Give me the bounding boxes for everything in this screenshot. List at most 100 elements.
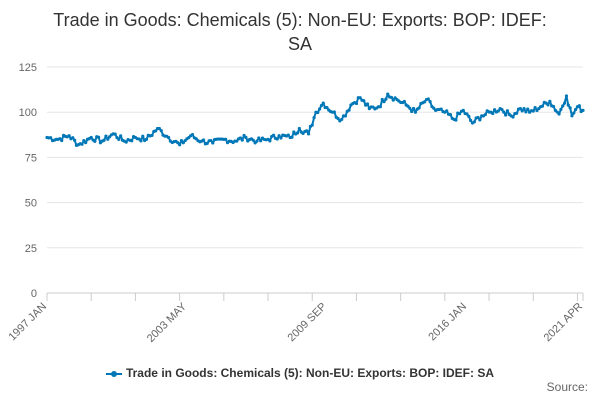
data-point[interactable] bbox=[520, 109, 524, 113]
data-point[interactable] bbox=[117, 137, 121, 142]
data-point[interactable] bbox=[89, 135, 93, 140]
data-point[interactable] bbox=[572, 111, 576, 115]
data-point[interactable] bbox=[96, 135, 101, 139]
data-point[interactable] bbox=[551, 104, 556, 109]
data-point[interactable] bbox=[271, 133, 276, 137]
data-point[interactable] bbox=[157, 126, 161, 131]
data-point[interactable] bbox=[386, 92, 390, 96]
data-point[interactable] bbox=[159, 129, 163, 133]
data-point[interactable] bbox=[439, 107, 443, 111]
data-point[interactable] bbox=[113, 132, 117, 136]
data-point[interactable] bbox=[290, 135, 294, 139]
data-point[interactable] bbox=[568, 106, 572, 110]
data-point[interactable] bbox=[181, 141, 185, 145]
data-point[interactable] bbox=[391, 98, 395, 102]
data-point[interactable] bbox=[476, 115, 480, 120]
data-point[interactable] bbox=[380, 97, 384, 102]
data-point[interactable] bbox=[457, 112, 462, 116]
data-point[interactable] bbox=[178, 143, 182, 147]
data-point[interactable] bbox=[259, 139, 263, 143]
data-point[interactable] bbox=[406, 104, 410, 108]
data-point[interactable] bbox=[124, 140, 128, 144]
data-point[interactable] bbox=[286, 133, 290, 137]
data-point[interactable] bbox=[166, 135, 171, 140]
data-point[interactable] bbox=[467, 114, 471, 118]
data-point[interactable] bbox=[67, 134, 71, 138]
data-point[interactable] bbox=[483, 112, 487, 117]
data-point[interactable] bbox=[478, 118, 482, 122]
data-point[interactable] bbox=[465, 112, 469, 116]
data-point[interactable] bbox=[305, 129, 309, 133]
data-point[interactable] bbox=[524, 110, 528, 114]
data-point[interactable] bbox=[491, 111, 495, 116]
data-point[interactable] bbox=[209, 138, 213, 143]
data-point[interactable] bbox=[150, 133, 154, 138]
data-point[interactable] bbox=[540, 104, 545, 108]
data-point[interactable] bbox=[139, 139, 143, 143]
data-point[interactable] bbox=[179, 139, 184, 143]
data-point[interactable] bbox=[411, 106, 416, 111]
data-point[interactable] bbox=[257, 136, 261, 140]
data-point[interactable] bbox=[562, 101, 567, 105]
data-point[interactable] bbox=[548, 99, 552, 103]
data-point[interactable] bbox=[362, 99, 366, 103]
data-point[interactable] bbox=[472, 120, 476, 124]
data-point[interactable] bbox=[119, 134, 123, 138]
data-point[interactable] bbox=[564, 94, 569, 98]
data-point[interactable] bbox=[502, 110, 506, 114]
data-point[interactable] bbox=[504, 113, 508, 117]
data-point[interactable] bbox=[310, 123, 314, 127]
data-point[interactable] bbox=[306, 132, 311, 136]
data-point[interactable] bbox=[410, 109, 414, 114]
data-point[interactable] bbox=[428, 100, 432, 104]
data-point[interactable] bbox=[365, 102, 370, 106]
data-point[interactable] bbox=[402, 99, 406, 104]
data-point[interactable] bbox=[384, 97, 388, 101]
data-point[interactable] bbox=[240, 138, 244, 142]
data-point[interactable] bbox=[277, 134, 281, 138]
legend[interactable]: Trade in Goods: Chemicals (5): Non-EU: E… bbox=[0, 366, 600, 380]
data-point[interactable] bbox=[461, 108, 465, 112]
data-point[interactable] bbox=[211, 141, 215, 145]
data-point[interactable] bbox=[526, 107, 530, 111]
data-point[interactable] bbox=[413, 110, 417, 114]
data-point[interactable] bbox=[531, 109, 535, 113]
data-point[interactable] bbox=[561, 104, 565, 108]
data-point[interactable] bbox=[201, 138, 206, 142]
data-point[interactable] bbox=[104, 134, 108, 138]
data-point[interactable] bbox=[340, 117, 344, 122]
data-point[interactable] bbox=[522, 107, 526, 111]
data-point[interactable] bbox=[354, 101, 359, 106]
data-point[interactable] bbox=[445, 109, 449, 113]
data-point[interactable] bbox=[93, 139, 97, 143]
data-point[interactable] bbox=[511, 115, 515, 119]
data-point[interactable] bbox=[319, 103, 324, 108]
data-point[interactable] bbox=[557, 112, 561, 116]
data-point[interactable] bbox=[297, 126, 301, 131]
data-point[interactable] bbox=[559, 107, 563, 112]
data-point[interactable] bbox=[382, 100, 386, 104]
data-point[interactable] bbox=[325, 106, 329, 110]
data-point[interactable] bbox=[417, 106, 421, 110]
data-point[interactable] bbox=[312, 116, 316, 120]
data-point[interactable] bbox=[426, 97, 430, 101]
data-point[interactable] bbox=[60, 138, 64, 143]
data-point[interactable] bbox=[566, 103, 570, 107]
data-point[interactable] bbox=[106, 137, 110, 141]
data-point[interactable] bbox=[500, 108, 504, 112]
data-point[interactable] bbox=[378, 105, 382, 109]
data-point[interactable] bbox=[154, 129, 158, 133]
series-line-0[interactable] bbox=[46, 93, 584, 147]
data-point[interactable] bbox=[570, 114, 574, 118]
data-point[interactable] bbox=[102, 138, 106, 142]
data-point[interactable] bbox=[205, 141, 209, 145]
data-point[interactable] bbox=[255, 139, 259, 143]
data-point[interactable] bbox=[80, 142, 84, 146]
data-point[interactable] bbox=[295, 131, 300, 135]
data-point[interactable] bbox=[515, 111, 519, 115]
data-point[interactable] bbox=[546, 103, 550, 107]
data-point[interactable] bbox=[343, 114, 347, 118]
data-point[interactable] bbox=[224, 137, 228, 141]
data-point[interactable] bbox=[279, 136, 283, 140]
data-point[interactable] bbox=[176, 141, 180, 145]
